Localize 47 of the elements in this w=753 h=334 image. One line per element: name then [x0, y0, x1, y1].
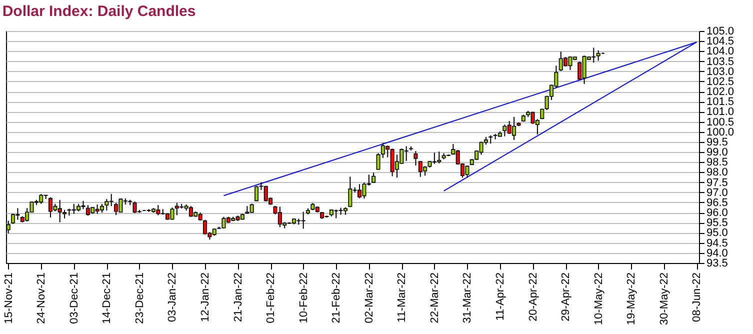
y-tick-label: 100.0: [706, 126, 734, 138]
x-tick-label: 10-May-22: [592, 272, 605, 326]
x-tick-label: 29-Apr-22: [560, 272, 572, 322]
y-tick-label: 94.0: [706, 247, 728, 260]
x-tick-label: 31-Mar-22: [462, 272, 474, 324]
y-tick-label: 96.5: [706, 196, 728, 209]
x-tick-label: 01-Feb-22: [265, 272, 278, 324]
x-tick-label: 08-Jun-22: [691, 272, 704, 322]
y-tick-label: 99.0: [706, 146, 728, 159]
x-tick-label: 03-Jan-22: [166, 272, 179, 322]
x-tick-label: 23-Dec-21: [134, 272, 146, 324]
x-tick-label: 02-Mar-22: [363, 272, 376, 324]
x-tick-label: 20-Apr-22: [527, 272, 540, 322]
x-tick-label: 30-May-22: [658, 272, 670, 326]
x-tick-label: 22-Mar-22: [428, 272, 441, 324]
x-tick-label: 11-Mar-22: [396, 272, 408, 322]
x-tick-label: 24-Nov-21: [36, 272, 48, 324]
x-tick-label: 21-Jan-22: [232, 272, 244, 322]
y-tick-label: 103.0: [706, 66, 734, 78]
y-tick-label: 94.5: [706, 237, 728, 250]
x-tick-label: 11-Apr-22: [494, 272, 506, 321]
y-tick-label: 101.5: [706, 96, 734, 108]
x-tick-label: 03-Dec-21: [68, 272, 80, 324]
y-tick-label: 102.0: [706, 86, 734, 98]
y-tick-label: 100.5: [706, 116, 734, 128]
y-tick-label: 97.0: [706, 186, 728, 199]
y-tick-label: 103.5: [706, 56, 734, 68]
y-tick-label: 95.5: [706, 217, 728, 230]
y-tick-label: 99.5: [706, 136, 728, 148]
x-tick-label: 19-May-22: [626, 272, 638, 326]
y-tick-label: 104.5: [706, 36, 734, 48]
y-tick-label: 101.0: [706, 106, 734, 118]
y-tick-label: 102.5: [706, 76, 734, 88]
y-tick-label: 97.5: [706, 176, 728, 189]
y-tick-label: 96.0: [706, 207, 728, 220]
x-tick-label: 15-Nov-21: [2, 272, 15, 324]
y-tick-label: 95.0: [706, 227, 728, 240]
x-tick-label: 10-Feb-22: [298, 272, 310, 324]
chart-title: Dollar Index: Daily Candles: [2, 3, 196, 20]
x-tick-label: 21-Feb-22: [330, 272, 343, 324]
x-tick-label: 12-Jan-22: [200, 272, 212, 322]
y-tick-label: 104.0: [706, 46, 734, 58]
y-tick-label: 93.5: [706, 258, 728, 270]
x-tick-label: 14-Dec-21: [101, 272, 114, 324]
y-tick-label: 98.0: [706, 166, 728, 179]
y-tick-label: 98.5: [706, 156, 728, 169]
y-tick-label: 105.0: [706, 26, 734, 38]
